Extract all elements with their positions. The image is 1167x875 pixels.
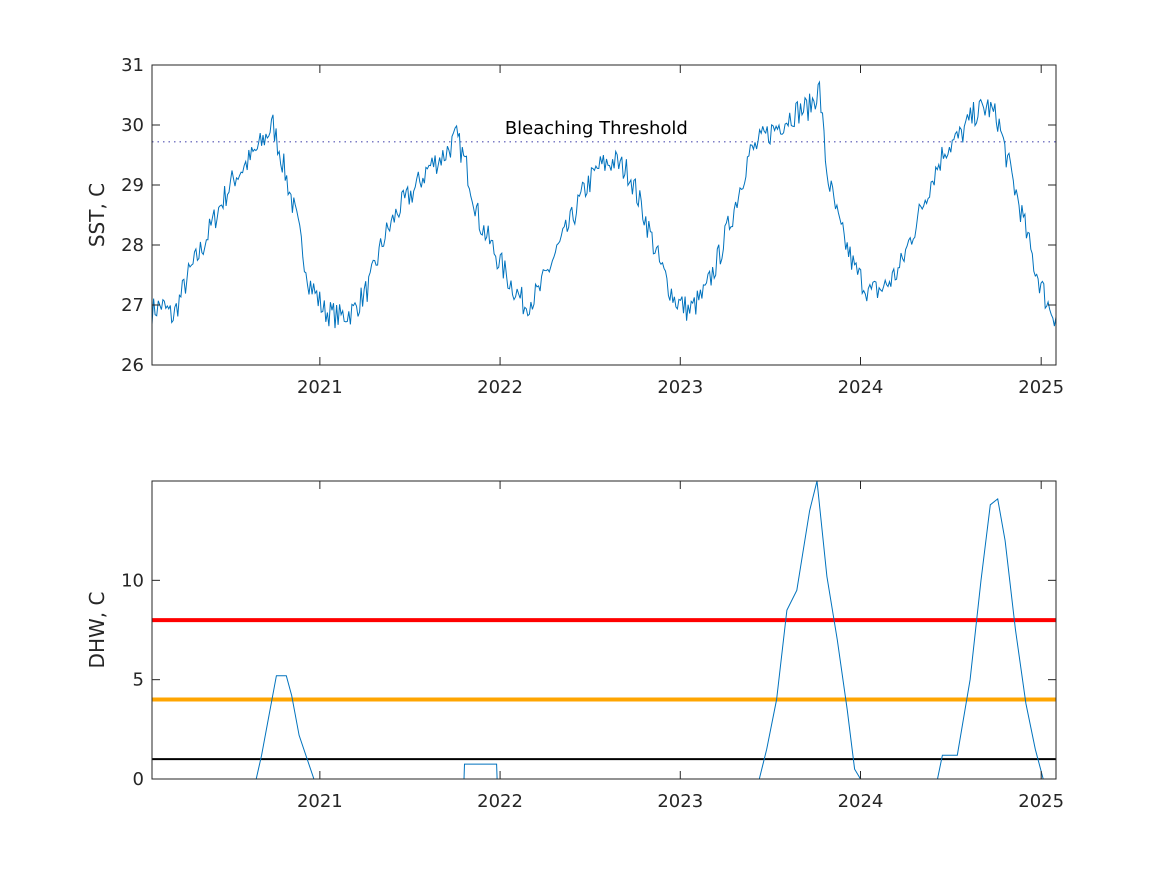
sst-ytick-label: 28 [121,235,144,256]
dhw-xtick-label: 2022 [477,791,523,812]
sst-chart: SST, C Bleaching Threshold 2021 2022 2023 20… [85,55,1064,398]
dhw-axes-frame [151,480,1057,780]
dhw-ytick-label: 0 [133,769,144,790]
dhw-xtick-label: 2023 [657,791,703,812]
sst-xtick-label: 2025 [1018,377,1064,398]
dhw-ytick-label: 10 [121,570,144,591]
sst-ytick-label: 30 [121,115,144,136]
dhw-xtick-label: 2024 [838,791,884,812]
sst-ytick-label: 29 [121,175,144,196]
sst-ytick-label: 27 [121,295,144,316]
sst-ytick-label: 26 [121,355,144,376]
dhw-series-line [152,481,1056,779]
dhw-ytick-label: 5 [133,670,144,691]
dhw-plot-area [151,480,1057,780]
dhw-plot-layer [152,481,1056,779]
sst-plot-area [151,64,1057,366]
dhw-xtick-label: 2021 [297,791,343,812]
sst-annotation: Bleaching Threshold [505,118,688,139]
sst-xtick-label: 2022 [477,377,523,398]
sst-plot-layer [152,80,1056,329]
sst-series-line [152,80,1056,329]
sst-xtick-label: 2021 [297,377,343,398]
dhw-xtick-label: 2025 [1018,791,1064,812]
dhw-chart: DHW, C 2021 2022 2023 2024 2025 0 5 10 [85,480,1064,812]
dhw-ylabel: DHW, C [85,592,109,669]
sst-xtick-label: 2024 [838,377,884,398]
sst-xtick-label: 2023 [657,377,703,398]
sst-axes-frame [151,64,1057,366]
sst-ytick-label: 31 [121,55,144,76]
sst-ylabel: SST, C [85,183,109,247]
